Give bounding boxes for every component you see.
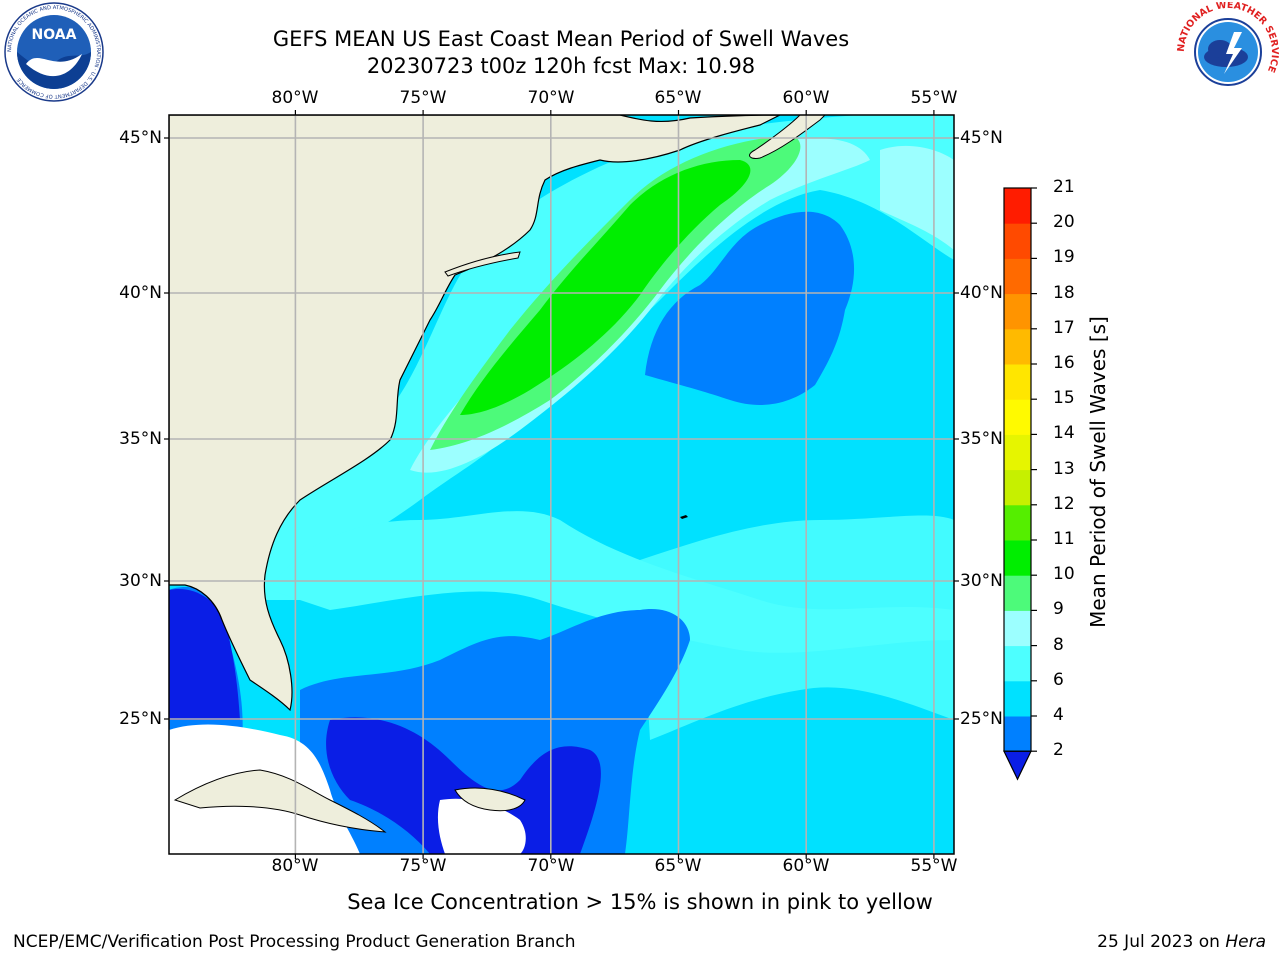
colorbar-tick-label: 11 (1053, 529, 1075, 549)
colorbar-segment (1004, 223, 1031, 259)
colorbar-segment (1004, 434, 1031, 471)
nws-logo: NATIONAL WEATHER SERVICE (1176, 2, 1280, 100)
colorbar (1003, 187, 1037, 781)
colorbar-tick-label: 9 (1053, 599, 1064, 620)
colorbar-tick-label: 8 (1053, 634, 1064, 655)
lat-tick-right: 40°N (960, 283, 1003, 303)
land-cuba (173, 769, 387, 833)
land-long-island (444, 251, 521, 277)
credit-date: 25 Jul 2023 on Hera (1097, 932, 1266, 952)
map-title: GEFS MEAN US East Coast Mean Period of S… (272, 27, 850, 51)
lon-tick-bottom: 80°W (271, 856, 319, 876)
lon-tick-top: 60°W (782, 88, 830, 108)
lat-tick-right: 30°N (960, 571, 1003, 591)
colorbar-segment (1004, 293, 1031, 330)
map-frame (168, 114, 955, 855)
lat-tick-left: 35°N (119, 429, 162, 449)
colorbar-tick-label: 4 (1053, 705, 1064, 725)
colorbar-tick-label: 14 (1053, 423, 1075, 444)
masked-area-hispaniola (437, 798, 526, 854)
colorbar-segment (1004, 188, 1031, 224)
lat-tick-right: 45°N (960, 128, 1003, 148)
lon-tick-top: 75°W (399, 88, 447, 108)
colorbar-tick-label: 17 (1053, 317, 1075, 338)
colorbar-tick-label: 21 (1053, 177, 1075, 197)
colorbar-label: Mean Period of Swell Waves [s] (1086, 316, 1110, 628)
colorbar-tick-label: 13 (1053, 458, 1075, 479)
swell-band-6-8-east (640, 515, 954, 740)
lon-tick-bottom: 55°W (910, 856, 958, 876)
colorbar-segment (1004, 364, 1031, 400)
swell-band-6-8 (250, 115, 954, 600)
swell-under-bahamas (326, 717, 601, 854)
lon-tick-top: 80°W (271, 88, 319, 108)
credit-host: Hera (1225, 932, 1266, 952)
colorbar-segment (1004, 716, 1031, 752)
colorbar-segment (1004, 469, 1031, 506)
colorbar-segment (1004, 680, 1031, 717)
land-bermuda (680, 515, 688, 519)
lon-tick-bottom: 60°W (782, 856, 830, 876)
land-hispaniola (454, 787, 526, 812)
lat-tick-left: 25°N (119, 709, 162, 729)
lon-tick-top: 65°W (654, 88, 702, 108)
colorbar-tick-label: 18 (1053, 282, 1075, 303)
credit-date-text: 25 Jul 2023 on (1097, 932, 1226, 952)
lat-tick-left: 45°N (119, 128, 162, 148)
colorbar-tick-label: 20 (1053, 212, 1075, 233)
colorbar-tick-label: 15 (1053, 388, 1075, 409)
swell-band-8-9-east (880, 145, 954, 250)
colorbar-tick-label: 10 (1053, 564, 1075, 585)
colorbar-segment (1004, 645, 1031, 682)
swell-low-east (645, 211, 855, 405)
lon-tick-top: 70°W (527, 88, 575, 108)
lon-tick-bottom: 75°W (399, 856, 447, 876)
colorbar-tick-label: 19 (1053, 247, 1075, 268)
lon-tick-bottom: 70°W (527, 856, 575, 876)
lat-tick-left: 30°N (119, 571, 162, 591)
colorbar-tick-label: 6 (1053, 669, 1064, 690)
colorbar-segment (1004, 610, 1031, 647)
colorbar-segment (1004, 575, 1031, 611)
lat-tick-right: 35°N (960, 429, 1003, 449)
lat-tick-right: 25°N (960, 709, 1003, 729)
noaa-logo-text: NOAA (32, 27, 77, 43)
colorbar-tick-label: 16 (1053, 353, 1075, 373)
colorbar-segment (1004, 328, 1031, 365)
colorbar-segment (1004, 258, 1031, 295)
lon-tick-bottom: 65°W (654, 856, 702, 876)
colorbar-segment (1004, 540, 1031, 576)
colorbar-tick-label: 12 (1053, 493, 1075, 514)
colorbar-segment (1004, 399, 1031, 435)
map-subtitle: 20230723 t00z 120h fcst Max: 10.98 (366, 54, 756, 78)
colorbar-extend-min (1003, 750, 1032, 781)
gridlines (169, 115, 954, 854)
noaa-logo: NOAA NATIONAL OCEANIC AND ATMOSPHERIC AD… (4, 2, 104, 102)
lat-tick-left: 40°N (119, 283, 162, 303)
colorbar-segment (1004, 504, 1031, 541)
lon-tick-top: 55°W (910, 88, 958, 108)
credit-branch: NCEP/EMC/Verification Post Processing Pr… (13, 932, 576, 952)
sea-ice-note: Sea Ice Concentration > 15% is shown in … (347, 890, 933, 914)
colorbar-tick-label: 2 (1053, 740, 1064, 761)
